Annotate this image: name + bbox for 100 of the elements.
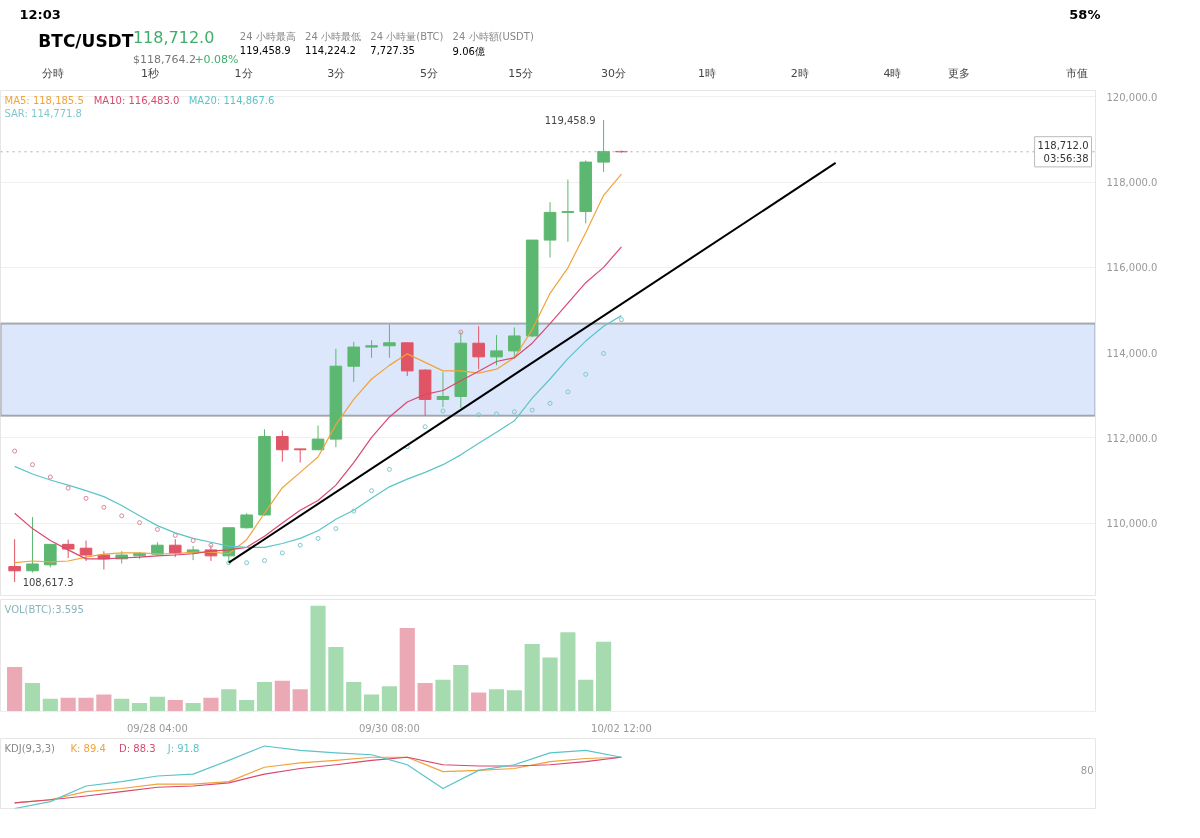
bar [524,643,540,712]
text: MA20: 114,867.6 [188,94,275,106]
point [511,409,517,415]
text: $118,764.2 [132,52,196,66]
candlestick [490,334,503,366]
x-tick-label: 09/28 04:00 [127,722,188,734]
text: 24 小時額(USDT) [452,30,534,42]
point [440,408,446,414]
point [172,532,178,538]
point [119,513,125,519]
point [208,542,214,548]
bar [42,698,58,712]
chart-title: KDJ(9,3,3) [4,742,56,754]
bar [60,697,76,712]
point [261,558,267,564]
text: 114,224.2 [305,44,356,56]
text: 4時 [883,66,902,80]
point [369,488,375,494]
bar [24,682,41,712]
text: 3分 [327,66,346,80]
bar [114,698,130,712]
candlestick [61,539,75,559]
point [476,412,482,418]
text: 9.06億 [452,45,485,57]
bar [131,703,148,712]
text: 1時 [698,66,717,80]
bar [185,703,201,712]
text: 市值 [1065,66,1088,80]
point [101,504,107,510]
point [65,485,71,491]
bar [560,632,576,712]
point [137,520,143,526]
text: 58% [1069,6,1101,22]
bar [239,699,255,712]
candlestick [79,540,93,562]
bar [78,697,94,712]
point [386,466,392,472]
text: VOL(BTC):3.595 [4,603,84,615]
text: 5分 [419,66,438,80]
point [12,448,18,454]
text: 更多 [947,66,970,80]
line-series [14,173,623,564]
bar [399,628,415,712]
candlestick [311,424,325,451]
bar [256,681,273,712]
text: 1秒 [140,66,159,80]
candlestick [508,326,521,360]
text: D: 88.3 [119,742,156,754]
text: +0.08% [194,52,239,66]
point [422,424,428,430]
bar [96,694,112,712]
bar [453,665,469,712]
point [47,474,53,480]
candlestick [8,538,21,583]
point [29,462,35,468]
bar [471,692,487,712]
text: 24 小時量(BTC) [370,30,444,42]
series-label: J: 91.8 [166,742,200,754]
bar [149,696,165,712]
text: 24 小時最低 [305,30,361,42]
bar [435,679,451,712]
point [333,526,339,532]
y-tick-label: 120,000.0 [1106,91,1158,103]
candlestick [347,341,361,383]
bar [363,694,380,712]
text: 15分 [508,66,534,80]
y-tick-label: 116,000.0 [1106,262,1158,274]
point [297,542,303,548]
text: MA10: 116,483.0 [93,94,180,106]
point [547,400,553,406]
bar [596,641,612,712]
point [458,329,464,335]
text: K: 89.4 [70,742,106,754]
line-series [14,315,623,548]
annotation: 119,458.9 [544,114,596,126]
bar [292,689,308,712]
point [244,560,250,566]
point [618,317,624,323]
bar [221,689,237,712]
candlestick [383,323,396,359]
text: 2時 [790,66,809,80]
bar [417,682,433,712]
candlestick [276,430,289,463]
text: MA5: 118,185.5 [4,94,84,106]
annotation: 80 [1080,765,1094,776]
x-tick-label: 10/02 12:00 [591,722,652,734]
text: 119,458.9 [239,44,291,56]
x-tick-label: 09/30 08:00 [359,722,420,734]
annotation: 108,617.3 [22,576,74,588]
bar [274,680,290,712]
candlestick [293,448,307,464]
point [494,411,499,417]
point [351,508,357,514]
bar [381,686,398,712]
point [583,371,589,377]
text: 24 小時最高 [239,30,296,42]
point [279,550,285,556]
text: 118,712.0 [132,27,215,47]
text: 12:03 [19,6,61,22]
line-series [14,246,623,560]
